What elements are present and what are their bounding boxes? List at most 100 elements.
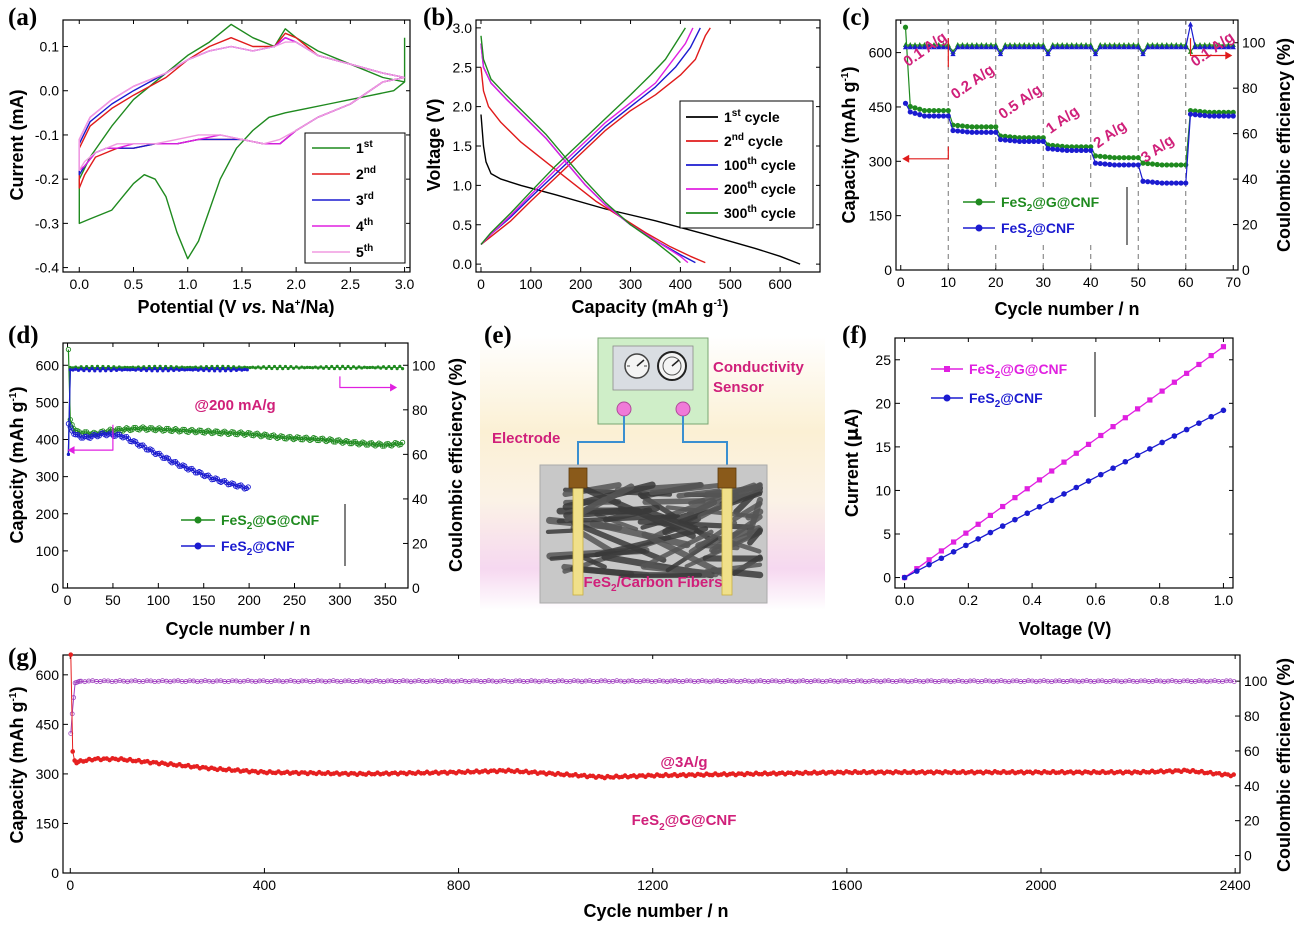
ce-point <box>297 366 301 370</box>
ce-point <box>251 365 255 369</box>
carbon-fiber <box>747 528 763 546</box>
ce-point <box>101 367 105 371</box>
iv-point <box>1024 486 1030 492</box>
ce-point <box>232 365 236 369</box>
ce-point <box>172 366 176 370</box>
capacity-point <box>1187 107 1194 114</box>
y2-tick-label: 100 <box>1244 673 1268 689</box>
ce-point <box>300 365 304 369</box>
ce-point <box>191 368 195 372</box>
rate-label: 0.1 A/g <box>900 29 950 71</box>
x-tick-label: 400 <box>253 877 277 893</box>
y-axis-label-a: Current (mA) <box>7 89 27 200</box>
ce-point <box>183 368 187 372</box>
panel-c: (c) 0 10 20 30 40 50 60 70015030045060002040608… <box>839 4 1294 319</box>
ce-point <box>338 367 342 371</box>
ce-point <box>101 364 105 369</box>
ce-point <box>117 367 121 371</box>
capacity-point <box>978 124 985 130</box>
panel-label-e: (e) <box>484 322 512 349</box>
capacity-point <box>1178 180 1184 186</box>
x-axis-label-b: Capacity (mAh g-1) <box>572 297 729 317</box>
ce-point <box>1221 44 1227 50</box>
iv-point <box>1196 361 1202 368</box>
iv-point <box>1159 439 1165 446</box>
ce-point <box>183 366 187 370</box>
y-tick-label: 150 <box>869 208 893 224</box>
carbon-fiber <box>642 507 699 531</box>
capacity-point <box>1225 109 1232 115</box>
ce-point <box>286 366 290 371</box>
ce-point <box>87 369 91 373</box>
capacity-point <box>1140 178 1146 184</box>
terminal-right <box>675 401 691 417</box>
ce-point <box>1159 44 1165 50</box>
capacity-point <box>1107 161 1113 168</box>
carbon-fiber <box>571 520 667 563</box>
y2-tick-label: 80 <box>412 402 428 418</box>
capacity-point <box>1078 144 1084 150</box>
capacity-point <box>993 129 999 135</box>
capacity-point <box>978 129 985 135</box>
ce-point <box>1202 44 1208 50</box>
ce-point <box>172 368 176 373</box>
iv-point <box>914 568 920 574</box>
ce-point <box>85 367 89 371</box>
ce-point <box>1168 44 1175 50</box>
ce-point <box>1116 44 1122 50</box>
iv-point <box>1110 465 1116 471</box>
ce-point <box>223 369 228 373</box>
legend-box-f <box>925 352 1095 417</box>
ce-point <box>153 367 157 371</box>
ce-point <box>1231 679 1237 684</box>
capacity-point <box>1059 143 1065 149</box>
ce-point <box>174 367 179 371</box>
y2-tick-label: 40 <box>1242 171 1258 187</box>
ce-point <box>1126 44 1132 50</box>
y-tick-label: 0 <box>883 570 891 586</box>
panel-label-b: (b) <box>423 4 454 31</box>
rate-label: 1 A/g <box>1043 103 1082 138</box>
capacity-point <box>1088 144 1094 150</box>
rate-label: 0.2 A/g <box>948 61 998 103</box>
ce-point <box>166 369 170 373</box>
ce-point <box>1097 44 1103 50</box>
ce-point <box>931 44 937 50</box>
ce-point <box>139 366 143 370</box>
capacity-point <box>1031 135 1037 141</box>
capacity-point <box>1012 134 1018 140</box>
capacity-point <box>1040 135 1046 141</box>
x-tick-label: 50 <box>105 592 121 608</box>
ce-point <box>1211 44 1217 50</box>
x-tick-label: 200 <box>237 592 261 608</box>
arrow-right-d <box>339 376 395 389</box>
ce-point <box>147 364 151 369</box>
capacity-point <box>1021 135 1027 141</box>
capacity-point <box>1035 138 1042 144</box>
ce-point <box>79 365 83 369</box>
x-tick-label: 0.8 <box>1150 592 1170 608</box>
y2-axis-label-c: Coulombic efficiency (%) <box>1274 38 1294 252</box>
capacity-point <box>399 439 406 446</box>
ce-point <box>114 366 119 370</box>
capacity-point <box>926 113 932 119</box>
iv-point <box>999 523 1006 529</box>
ce-point <box>66 452 71 456</box>
legend-marker-FeS2@G@CNF capacity <box>975 198 983 206</box>
legend-label-FeS2@G@CNF capacity: FeS2@G@CNF <box>221 512 320 532</box>
ce-point <box>95 367 100 371</box>
ce-point <box>71 366 75 370</box>
x-axis-label-a: Potential (V vs. Na+/Na) <box>138 297 335 317</box>
ce-point <box>112 365 116 369</box>
ce-point <box>381 365 386 369</box>
arrow-head-right-d <box>390 383 398 392</box>
capacity-point <box>1116 162 1122 168</box>
capacity-point <box>1126 162 1132 168</box>
x-tick-label: 1200 <box>637 877 668 893</box>
y2-tick-label: 60 <box>412 446 428 462</box>
ce-point <box>191 366 195 370</box>
ce-point <box>926 44 932 50</box>
iv-point <box>1159 388 1165 394</box>
axis-ticks-d: 0 50 100 150 200 250 300 3500100200300400500600… <box>36 343 436 608</box>
